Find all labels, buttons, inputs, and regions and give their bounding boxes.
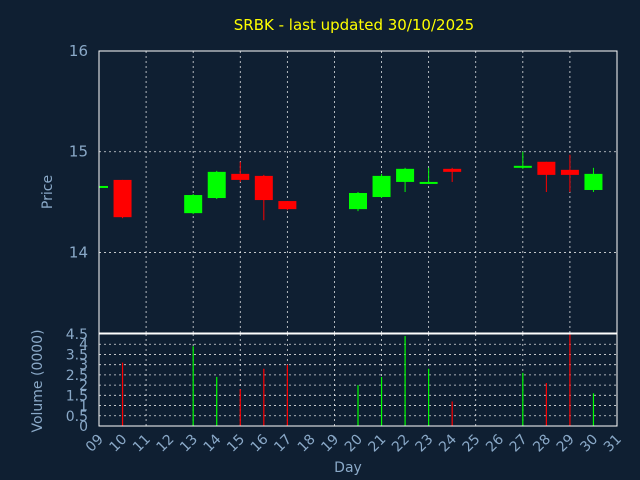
x-tick-label: 21 [365,432,389,456]
volume-panel: 00.511.522.533.544.5 Volume (0000) [30,327,618,435]
volume-bars [121,334,595,426]
candle-body [349,193,367,210]
volume-tick-label: 0.5 [66,409,88,425]
x-tick-label: 19 [318,432,342,456]
x-tick-label: 30 [577,432,601,456]
x-ticks: 09 10 11 12 13 14 15 16 17 18 19 20 21 22 23 24 25 26 27 28… [83,431,625,455]
price-candles [99,151,603,221]
x-tick-label: 20 [342,432,366,456]
x-tick-label: 16 [248,431,272,455]
x-tick-label: 31 [601,432,625,456]
x-tick-label: 27 [507,432,531,456]
x-tick-label: 14 [201,431,225,455]
candle-body [231,173,250,180]
volume-tick-label: 0 [79,419,88,435]
volume-tick-label: 1.5 [66,388,88,404]
candle-body [443,168,462,172]
chart-title: SRBK - last updated 30/10/2025 [234,16,474,34]
candle-body [113,179,132,218]
x-tick-label: 12 [154,432,178,456]
x-axis-label: Day [334,460,362,476]
volume-tick-label: 2 [79,378,88,394]
volume-tick-label: 3 [79,358,88,374]
price-axis-label: Price [40,175,56,209]
volume-tick-label: 3.5 [66,347,88,363]
volume-frame [98,333,618,427]
x-tick-label: 22 [389,432,413,456]
candle-body [254,175,273,201]
x-tick-label: 11 [130,432,154,456]
volume-tick-label: 4 [79,337,88,353]
volume-ticks: 00.511.522.533.544.5 [66,327,88,435]
x-tick-label: 09 [83,432,107,456]
price-tick-label: 15 [69,143,88,161]
x-tick-label: 24 [436,431,460,455]
x-tick-label: 18 [295,432,319,456]
x-tick-label: 10 [106,432,130,456]
candle-body [419,181,438,184]
x-tick-label: 23 [413,432,437,456]
candle-body [278,201,297,210]
x-tick-label: 25 [460,432,484,456]
price-ticks: 14 15 16 [69,42,88,261]
volume-axis-label: Volume (0000) [30,329,46,432]
x-tick-label: 13 [177,432,201,456]
candle-body [396,168,415,182]
candle-body [184,195,203,214]
candle-body [584,173,603,190]
price-tick-label: 14 [69,243,88,261]
candle-body [207,171,226,199]
x-tick-label: 17 [271,432,295,456]
x-tick-label: 15 [224,432,248,456]
volume-tick-label: 4.5 [66,327,88,343]
x-tick-label: 28 [530,432,554,456]
candle-body [537,161,556,175]
price-frame [98,50,618,334]
price-tick-label: 16 [69,42,88,60]
volume-tick-label: 1 [79,399,88,415]
candle-body [372,175,391,198]
volume-tick-label: 2.5 [66,368,88,384]
candle-body [560,169,579,175]
candle-body [513,165,532,168]
price-panel: 14 15 16 Price [40,42,618,334]
candle-body [99,185,108,188]
x-tick-label: 26 [483,431,507,455]
x-tick-label: 29 [554,432,578,456]
